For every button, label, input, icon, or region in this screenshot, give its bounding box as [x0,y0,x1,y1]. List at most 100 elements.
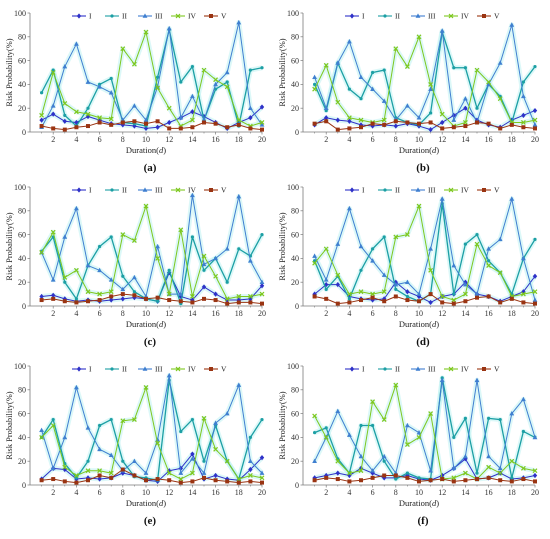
point-2-III-19 [259,279,265,284]
point-2-IV-10 [155,255,161,261]
point-4-I-7 [120,470,125,476]
x-tick-label: 14 [461,488,469,497]
x-tick-label: 10 [142,488,150,497]
point-0-V-4 [86,124,90,129]
point-3-IV-7 [393,234,399,240]
point-0-IV-4 [85,111,91,117]
x-tick-label: 18 [235,309,243,318]
point-2-IV-18 [247,294,253,299]
y-tick-label: 40 [291,254,299,263]
point-5-IV-10 [428,411,434,417]
point-4-V-15 [213,478,218,483]
point-3-II-1 [324,287,328,291]
point-4-IV-2 [62,464,68,470]
x-tick-label: 10 [142,309,150,318]
point-5-IV-6 [381,417,387,422]
point-4-III-12 [178,470,184,475]
legend-label-I: I [362,365,365,374]
point-4-V-1 [51,477,56,482]
point-2-IV-19 [259,291,265,297]
point-1-II-3 [347,87,351,91]
point-4-IV-13 [189,470,195,476]
y-axis-label: Risk Probability(%) [277,391,287,459]
point-0-IV-14 [201,67,207,73]
panel-label: (f) [418,515,429,527]
point-3-I-9 [416,293,422,300]
point-1-V-12 [451,125,456,130]
point-4-V-legend [209,367,213,371]
point-1-IV-8 [404,64,410,69]
point-5-V-3 [347,479,352,484]
x-tick-label: 18 [508,135,516,144]
point-0-III-12 [178,115,184,120]
point-4-V-5 [97,473,102,478]
point-1-IV-14 [474,67,480,73]
point-4-V-8 [132,473,137,478]
point-4-II-4 [86,459,90,463]
point-4-V-7 [120,467,125,472]
point-1-III-17 [509,22,515,27]
x-tick-label: 12 [438,309,446,318]
point-4-II-19 [260,417,264,422]
point-2-V-0 [39,298,44,303]
point-1-V-14 [475,120,479,125]
point-3-V-16 [498,300,503,305]
point-3-V-14 [475,295,479,300]
point-3-V-legend [482,188,486,192]
point-0-I-0 [39,117,44,123]
y-tick-label: 0 [22,481,26,490]
point-5-II-12 [452,435,456,439]
legend-label-IV: IV [461,365,469,374]
point-3-IV-5 [370,291,376,297]
point-4-II-13 [190,417,194,422]
point-0-IV-0 [39,112,45,118]
panel-0: 0 20 40 60 80 100 2 4 6 8 10 12 14 16 18 20 Risk Probabi… [4,9,266,174]
point-1-V-15 [486,121,491,126]
x-axis-label: Duration(d) [399,319,439,329]
point-1-III-15 [486,81,491,87]
point-0-V-2 [62,127,67,132]
point-5-III-18 [521,396,526,402]
point-1-IV-legend [448,13,454,19]
point-2-V-6 [109,294,114,299]
point-0-I-9 [143,125,149,132]
point-3-II-13 [463,242,467,246]
panel-label: (b) [416,162,430,174]
point-4-IV-14 [201,415,207,421]
x-tick-label: 18 [235,135,243,144]
point-4-III-17 [236,382,242,387]
legend: I II III IV V [345,365,500,374]
point-0-V-14 [202,120,206,125]
point-1-II-legend [383,14,387,18]
point-1-I-19 [532,107,538,114]
y-tick-label: 40 [291,80,299,89]
point-4-III-16 [224,411,230,416]
point-5-V-13 [463,478,468,483]
x-tick-label: 2 [324,309,328,318]
point-2-V-16 [225,301,230,306]
point-0-IV-15 [213,77,219,83]
y-tick-label: 100 [287,183,299,192]
point-1-I-2 [335,117,340,123]
point-4-IV-1 [50,423,56,428]
point-2-III-16 [224,246,230,251]
x-tick-label: 8 [121,488,125,497]
point-2-IV-12 [178,227,184,233]
point-3-II-19 [533,237,537,241]
point-0-V-9 [144,121,148,126]
panel-4: 0 20 40 60 80 100 2 4 6 8 10 12 14 16 18 20 Risk Probabi… [4,362,266,527]
point-1-III-18 [521,93,526,99]
point-5-IV-5 [370,399,376,405]
point-4-I-15 [213,472,218,479]
point-3-IV-13 [462,291,468,297]
point-4-V-11 [167,478,172,483]
point-2-I-legend [76,187,82,193]
x-tick-label: 18 [508,488,516,497]
point-4-IV-0 [39,434,45,440]
point-4-III-5 [97,446,102,452]
point-3-I-18 [521,289,526,295]
point-5-IV-17 [509,458,515,464]
x-tick-label: 2 [324,488,328,497]
legend-label-I: I [89,365,92,374]
x-tick-label: 6 [98,309,102,318]
